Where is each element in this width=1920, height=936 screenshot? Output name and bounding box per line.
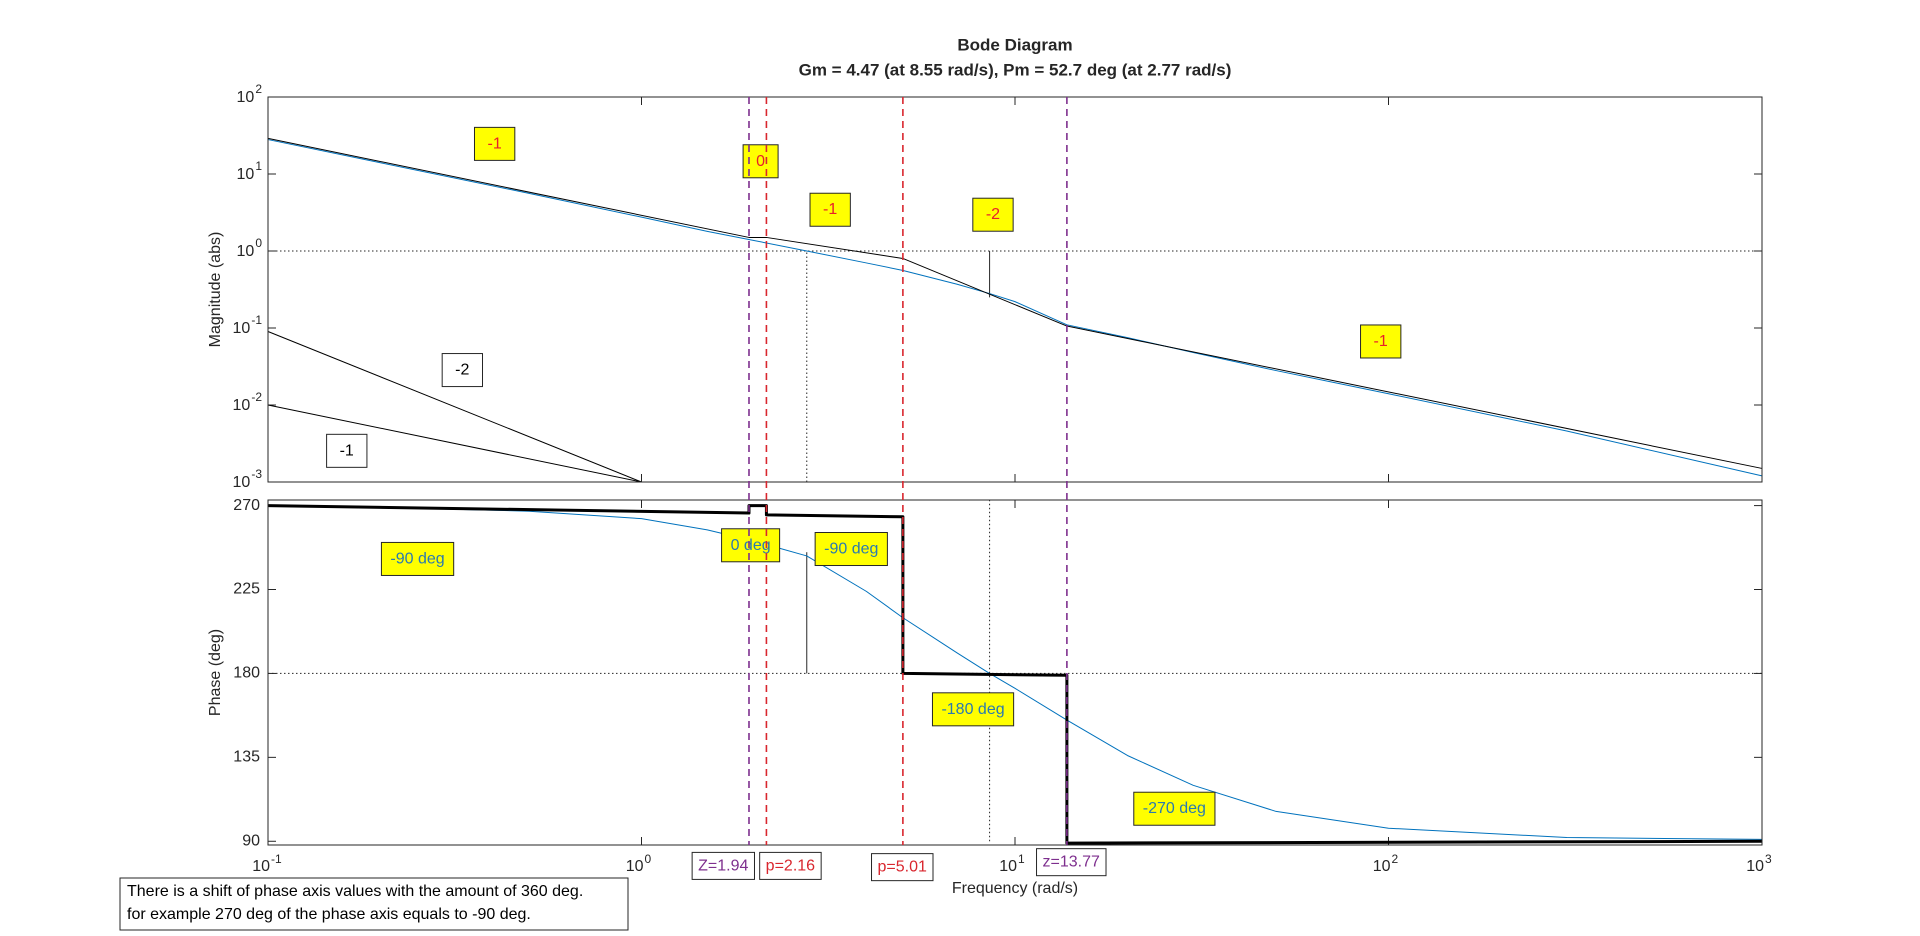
y-tick-label: 180 [233,665,260,682]
annotation-text: -180 deg [941,701,1004,718]
y-tick-exponent: -2 [251,390,262,404]
marker-label: p=2.16 [766,857,815,874]
label-box [931,692,1015,727]
axes-frame [267,96,1763,483]
label-box [441,353,484,388]
plot-area [268,500,1762,845]
chart-subtitle: Gm = 4.47 (at 8.55 rad/s), Pm = 52.7 deg… [799,60,1232,79]
label-box [473,126,516,161]
label-box [871,853,934,882]
label-box [380,541,455,576]
y-tick-label: 10 [237,89,255,106]
x-tick-label: 10 [626,858,644,875]
annotation-text: -90 deg [824,541,878,558]
label-box [326,433,368,468]
y-tick-exponent: 0 [255,236,262,250]
series-line [267,139,1763,477]
label-box [1036,848,1107,877]
y-tick-exponent: 2 [255,82,262,96]
x-axis-label: Frequency (rad/s) [952,880,1078,897]
label-box [814,532,888,567]
label-box [759,851,822,880]
marker-label: Z=1.94 [698,857,748,874]
annotation-text: 0 [756,153,765,170]
label-box [809,192,851,227]
label-box [721,528,781,563]
annotation-text: 0 deg [731,537,771,554]
y-tick-exponent: -3 [251,467,262,481]
annotation-text: -90 deg [390,550,444,567]
x-tick-exponent: 3 [1765,852,1772,866]
y-tick-label: 10 [233,397,251,414]
x-tick-exponent: 0 [645,852,652,866]
annotation-text: -1 [340,442,354,459]
y-tick-label: 10 [237,243,255,260]
series-line [267,404,642,483]
annotation-text: -1 [1374,333,1388,350]
annotation-text: -1 [823,201,837,218]
annotation-text: -1 [487,135,501,152]
x-tick-exponent: 1 [1018,852,1025,866]
marker-label: p=5.01 [878,859,927,876]
axes-frame [267,499,1763,846]
label-box [691,851,755,880]
y-tick-exponent: 1 [255,159,262,173]
x-tick-exponent: 2 [1392,852,1399,866]
y-axis-label: Magnitude (abs) [207,232,224,348]
annotation-text: -270 deg [1143,800,1206,817]
x-tick-label: 10 [252,858,270,875]
label-box [1133,791,1216,826]
annotation-text: -2 [455,362,469,379]
note-text: for example 270 deg of the phase axis eq… [127,906,531,923]
series-line [267,331,642,483]
y-tick-label: 135 [233,749,260,766]
series-line [267,137,1763,469]
y-tick-label: 10 [237,166,255,183]
y-tick-label: 225 [233,581,260,598]
label-box [1360,324,1402,359]
y-tick-label: 270 [233,497,260,514]
x-tick-label: 10 [999,858,1017,875]
y-axis-label: Phase (deg) [207,629,224,716]
x-tick-label: 10 [1746,858,1764,875]
y-tick-exponent: -1 [251,313,262,327]
x-tick-label: 10 [1373,858,1391,875]
note-text: There is a shift of phase axis values wi… [127,883,583,900]
series-line [267,505,1763,840]
chart-title: Bode Diagram [957,35,1072,54]
y-tick-label: 90 [242,832,260,849]
x-tick-exponent: -1 [271,852,282,866]
marker-label: z=13.77 [1043,854,1100,871]
annotation-text: -2 [986,206,1000,223]
label-box [972,197,1014,232]
y-tick-label: 10 [233,320,251,337]
y-tick-label: 10 [233,474,251,491]
note-box [119,877,629,931]
